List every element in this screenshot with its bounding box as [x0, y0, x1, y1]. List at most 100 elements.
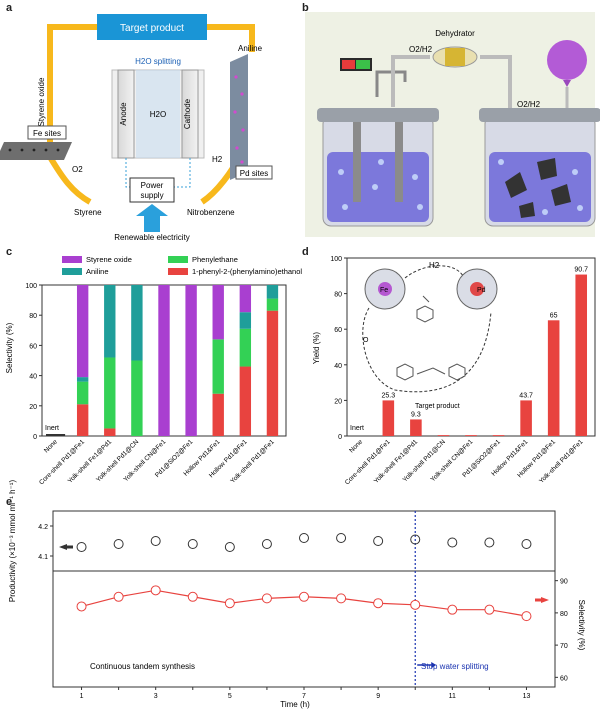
chart-c-legend-label: 1-phenyl-2-(phenylamino)ethanol — [192, 267, 302, 276]
productivity-axis-arrow — [59, 544, 67, 550]
chart-c-legend-swatch — [168, 256, 188, 263]
chart-e-bottom-ytick-label: 90 — [560, 579, 568, 586]
dehydrator-label: Dehydrator — [435, 29, 475, 38]
chart-c-bar-segment — [104, 285, 116, 358]
aniline-label: Aniline — [238, 44, 263, 53]
selectivity-point — [410, 599, 421, 610]
chart-c-bar-segment — [158, 285, 170, 436]
chart-d-bar — [520, 400, 532, 436]
chart-c-bar-segment — [239, 285, 252, 313]
gas-tube — [391, 55, 430, 107]
chart-c-bar-segment — [239, 312, 252, 329]
chart-c-legend-label: Styrene oxide — [86, 255, 132, 264]
selectivity-point — [447, 604, 458, 615]
chart-c-bar-segment — [266, 285, 279, 299]
styrene-oxide-label: Styrene oxide — [37, 77, 46, 126]
balloon — [547, 40, 587, 80]
chart-e-top-ytick-label: 4.2 — [38, 524, 48, 531]
chart-d-ytick-label: 60 — [334, 327, 342, 334]
chart-c-ytick-label: 0 — [33, 434, 37, 441]
panel-letter-b: b — [302, 2, 309, 14]
chart-e-xtick-label: 13 — [523, 693, 531, 700]
chart-e-xtick-label: 5 — [228, 693, 232, 700]
chart-e-bottom-ytick-label: 80 — [560, 611, 568, 618]
chart-d-ylabel: Yield (%) — [312, 332, 321, 364]
cathode-label: Cathode — [183, 98, 192, 129]
productivity-point — [76, 542, 87, 552]
water-splitting-label: H2O splitting — [135, 57, 181, 66]
panel-letter-e: e — [6, 496, 13, 508]
chart-c-bar-segment — [212, 339, 224, 394]
stop-arrow-head — [431, 662, 437, 668]
stop-annotation: Stop water splitting — [421, 662, 489, 671]
target-product-label: Target product — [120, 23, 184, 34]
fe-site-marker — [378, 282, 392, 296]
target-product-annotation: Target product — [415, 403, 460, 410]
pd-site-marker — [470, 282, 484, 296]
renewable-label: Renewable electricity — [114, 233, 190, 242]
styrene-label: Styrene — [74, 208, 102, 217]
flow-arrow-left — [47, 24, 97, 147]
chart-c-ytick-label: 20 — [29, 404, 37, 411]
flow-arrow-right — [207, 24, 255, 52]
chart-d-bar — [410, 419, 422, 436]
productivity-point — [521, 539, 532, 549]
chart-d-ytick-label: 80 — [334, 292, 342, 299]
h2-label: H2 — [212, 155, 223, 164]
selectivity-axis-arrow — [541, 597, 549, 603]
chart-e-top-ytick-label: 4.1 — [38, 554, 48, 561]
chart-c-bar-segment — [76, 381, 89, 405]
chart-e-xtick-label: 7 — [302, 693, 306, 700]
selectivity-point — [336, 593, 347, 604]
selectivity-point — [299, 591, 309, 602]
nitrobenzene-label: Nitrobenzene — [187, 208, 235, 217]
chart-c-ytick-label: 40 — [29, 374, 37, 381]
pd-support — [230, 54, 248, 180]
productivity-point — [261, 539, 272, 549]
selectivity-point — [76, 601, 87, 612]
chart-d-bar — [492, 435, 505, 436]
selectivity-point — [187, 591, 198, 602]
chart-d-bar — [382, 400, 395, 436]
h2-annotation: H2 — [429, 261, 440, 270]
chart-d-bar — [575, 274, 588, 436]
chart-c-bar-segment — [239, 328, 252, 367]
chart-c-bar-segment — [239, 366, 252, 436]
panel-letter-a: a — [6, 2, 13, 14]
selectivity-point — [113, 591, 124, 602]
chart-c-ytick-label: 100 — [25, 283, 37, 290]
chart-d-category-label: None — [348, 438, 364, 454]
chart-e-bottom-ytick-label: 70 — [560, 643, 568, 650]
chart-e-bottom-ytick-label: 60 — [560, 675, 568, 682]
continuous-annotation: Continuous tandem synthesis — [90, 662, 195, 671]
chart-e-top-ylabel: Productivity (×10⁻³ mmol ml⁻¹ h⁻¹) — [8, 480, 17, 603]
chart-d-data-label: 43.7 — [519, 392, 533, 399]
chart-c-inert-label: Inert — [45, 425, 59, 432]
chart-c-selectivity: Selectivity (%) Styrene oxide Phenylethan… — [5, 255, 302, 486]
chart-c-legend-swatch — [62, 268, 82, 275]
selectivity-point — [261, 593, 272, 604]
chart-c-bar-segment — [131, 360, 143, 436]
chart-c-legend-label: Aniline — [86, 267, 109, 276]
panel-a-schematic: Target product Styrene oxide H2O splitti… — [0, 14, 273, 242]
fe-sites-label: Fe sites — [33, 129, 61, 138]
chart-c-category-label: Core-shell Pd1@Fe1 — [38, 438, 86, 486]
chart-c-bar-segment — [104, 357, 116, 429]
chart-c-bar-segment — [212, 393, 224, 436]
chart-c-bar-segment — [104, 428, 116, 436]
o-annotation: O — [363, 337, 369, 344]
o2-label: O2 — [72, 165, 83, 174]
pd-annotation: Pd — [477, 287, 486, 294]
productivity-point — [410, 534, 421, 545]
chart-d-ytick-label: 0 — [338, 434, 342, 441]
chart-c-legend-swatch — [168, 268, 188, 275]
productivity-point — [299, 533, 309, 543]
chart-d-bar — [465, 435, 477, 436]
fe-annotation: Fe — [380, 287, 388, 294]
productivity-point — [447, 537, 458, 548]
productivity-point — [224, 542, 235, 552]
panel-letter-d: d — [302, 246, 309, 258]
chart-c-bar-segment — [266, 298, 279, 311]
productivity-point — [150, 536, 161, 546]
